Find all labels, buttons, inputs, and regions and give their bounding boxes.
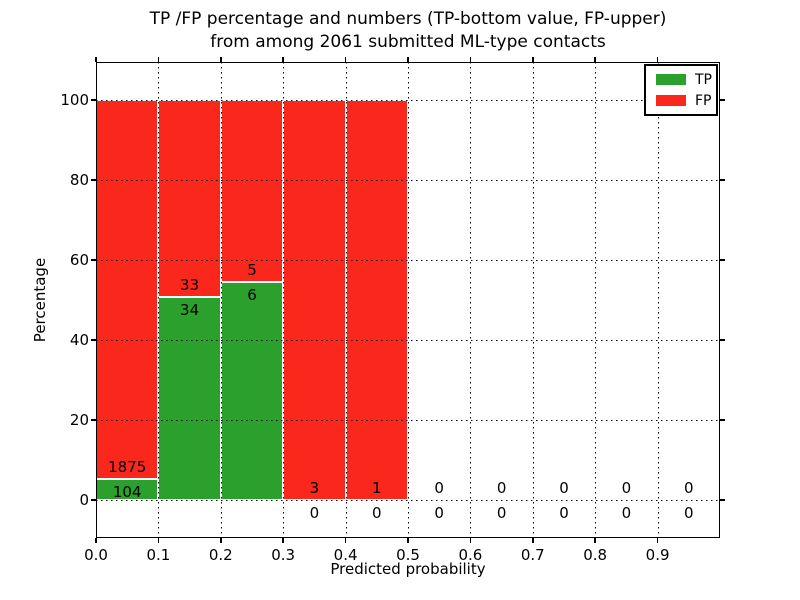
tp-count-label: 6 <box>247 285 257 304</box>
y-tick-mark-right <box>720 179 725 181</box>
fp-count-label: 0 <box>434 479 444 497</box>
x-tick-mark-top <box>407 57 409 62</box>
y-tick-mark-left <box>91 99 96 101</box>
legend-label-tp: TP <box>695 71 712 88</box>
fp-count-label: 0 <box>559 479 569 497</box>
tp-count-label: 0 <box>372 504 382 522</box>
y-tick-mark-left <box>91 499 96 501</box>
x-tick-label: 0.3 <box>271 546 296 564</box>
y-tick-label: 20 <box>69 411 89 429</box>
legend: TP FP <box>644 64 718 116</box>
gridline-vertical <box>470 62 472 538</box>
bar-segment-fp <box>283 100 346 500</box>
plot-area: TP FP 0 20 40 60 80 100 0.0 0.1 0.2 0.3 0.4 0.5 0.6 0… <box>60 57 725 564</box>
legend-label-fp: FP <box>695 92 712 109</box>
gridline-vertical <box>657 62 659 538</box>
tp-count-label: 104 <box>112 482 142 501</box>
gridline-vertical <box>532 62 534 538</box>
x-tick-mark-bottom <box>656 538 659 543</box>
fp-count-label: 0 <box>621 479 632 497</box>
x-tick-mark-bottom <box>594 538 596 543</box>
y-tick-label: 100 <box>60 91 89 109</box>
y-axis-label: Percentage <box>31 257 49 343</box>
y-tick-mark-right <box>720 499 725 501</box>
tp-count-label: 0 <box>434 504 444 522</box>
x-tick-mark-top <box>532 57 534 62</box>
gridline-vertical <box>158 62 160 538</box>
tp-count-label: 0 <box>309 504 320 522</box>
tp-count-label: 0 <box>621 504 632 522</box>
x-tick-label: 0.4 <box>333 546 358 564</box>
y-tick-label: 80 <box>69 171 89 189</box>
x-tick-mark-top <box>656 57 659 62</box>
x-tick-label: 0.5 <box>396 546 420 564</box>
fp-color-swatch <box>656 95 686 106</box>
gridline-vertical <box>283 62 285 538</box>
x-tick-mark-bottom <box>157 538 160 543</box>
y-tick-mark-right <box>720 259 725 261</box>
y-tick-mark-left <box>91 339 96 341</box>
tp-count-label: 34 <box>180 301 200 319</box>
x-tick-label: 0.6 <box>458 546 483 564</box>
x-tick-mark-bottom <box>95 538 97 543</box>
gridline-vertical <box>408 62 409 538</box>
bar-segment-fp <box>345 100 408 500</box>
y-tick-mark-left <box>91 179 96 181</box>
x-tick-mark-bottom <box>407 538 409 543</box>
bar-segment-fp <box>220 100 284 282</box>
x-tick-mark-top <box>220 57 222 62</box>
x-tick-mark-bottom <box>220 538 222 543</box>
y-tick-label: 0 <box>79 491 89 509</box>
fp-count-label: 3 <box>309 479 320 497</box>
y-tick-mark-right <box>720 419 725 421</box>
bar-segment-tp <box>220 281 284 500</box>
tp-count-label: 0 <box>684 504 694 522</box>
x-tick-label: 0.2 <box>208 546 233 564</box>
legend-item-fp: FP <box>656 94 716 108</box>
x-tick-mark-bottom <box>344 538 347 543</box>
x-tick-label: 0.7 <box>520 546 545 564</box>
chart-title: TP /FP percentage and numbers (TP-bottom… <box>96 8 720 54</box>
tp-count-label: 0 <box>559 504 569 522</box>
bar-segment-fp <box>96 100 159 479</box>
x-axis-label: Predicted probability <box>330 560 486 578</box>
tp-count-label: 0 <box>496 504 507 522</box>
x-tick-mark-top <box>95 57 97 62</box>
y-tick-mark-right <box>720 339 725 341</box>
gridline-vertical <box>220 62 222 538</box>
y-tick-label: 60 <box>69 251 89 269</box>
x-tick-label: 0.9 <box>645 546 670 564</box>
x-tick-mark-top <box>344 57 347 62</box>
x-tick-mark-bottom <box>469 538 472 543</box>
bar-segment-fp <box>158 100 221 297</box>
x-tick-label: 0.8 <box>583 546 608 564</box>
gridline-vertical <box>345 62 347 538</box>
legend-item-tp: TP <box>656 73 716 87</box>
x-tick-mark-top <box>594 57 596 62</box>
gridline-vertical <box>595 62 597 538</box>
fp-count-label: 0 <box>496 479 507 497</box>
y-tick-mark-left <box>91 419 96 421</box>
x-tick-mark-top <box>469 57 472 62</box>
x-tick-mark-top <box>157 57 160 62</box>
x-tick-label: 0.1 <box>146 546 171 564</box>
y-tick-mark-left <box>91 259 96 261</box>
chart-title-line2: from among 2061 submitted ML-type contac… <box>210 32 606 52</box>
fp-count-label: 1875 <box>108 457 147 476</box>
x-tick-label: 0.0 <box>84 546 108 564</box>
fp-count-label: 33 <box>180 276 200 294</box>
x-tick-mark-bottom <box>282 538 284 543</box>
y-tick-label: 40 <box>69 331 89 349</box>
tp-color-swatch <box>656 74 686 85</box>
fp-count-label: 1 <box>372 479 382 497</box>
fp-count-label: 5 <box>247 260 257 279</box>
fp-count-label: 0 <box>684 479 694 497</box>
x-tick-mark-bottom <box>532 538 534 543</box>
bar-segment-tp <box>158 297 221 500</box>
x-tick-mark-top <box>282 57 284 62</box>
y-tick-mark-right <box>720 99 725 101</box>
chart-title-line1: TP /FP percentage and numbers (TP-bottom… <box>149 9 667 29</box>
